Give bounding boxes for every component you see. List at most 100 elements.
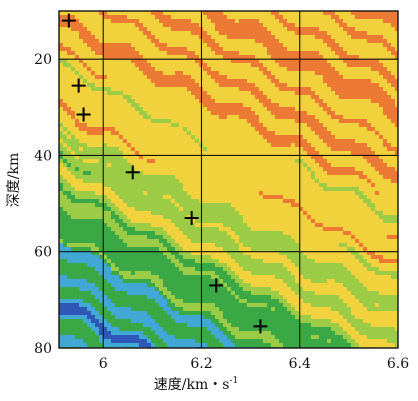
heatmap-cell: [175, 51, 180, 56]
heatmap-cell: [395, 111, 398, 116]
heatmap-cell: [303, 63, 308, 68]
heatmap-cell: [191, 59, 196, 64]
heatmap-cell: [359, 139, 364, 144]
heatmap-cell: [367, 135, 372, 140]
heatmap-cell: [383, 159, 388, 164]
heatmap-cell: [119, 99, 124, 104]
heatmap-cell: [59, 195, 64, 200]
heatmap-cell: [183, 235, 188, 240]
heatmap-cell: [271, 31, 276, 36]
heatmap-cell: [319, 199, 324, 204]
heatmap-cell: [279, 59, 284, 64]
heatmap-cell: [223, 31, 228, 36]
heatmap-cell: [139, 155, 144, 160]
heatmap-cell: [303, 163, 308, 168]
heatmap-cell: [339, 139, 344, 144]
heatmap-cell: [223, 163, 228, 168]
heatmap-cell: [75, 35, 80, 40]
heatmap-cell: [67, 95, 72, 100]
heatmap-cell: [287, 83, 292, 88]
heatmap-cell: [351, 227, 356, 232]
heatmap-cell: [267, 135, 272, 140]
heatmap-cell: [131, 203, 136, 208]
heatmap-cell: [71, 55, 76, 60]
heatmap-cell: [203, 39, 208, 44]
heatmap-cell: [243, 171, 248, 176]
heatmap-cell: [379, 87, 384, 92]
heatmap-cell: [391, 147, 396, 152]
heatmap-cell: [159, 119, 164, 124]
heatmap-cell: [363, 107, 368, 112]
heatmap-cell: [87, 159, 92, 164]
heatmap-cell: [99, 119, 104, 124]
heatmap-cell: [303, 155, 308, 160]
heatmap-cell: [207, 75, 212, 80]
heatmap-cell: [207, 47, 212, 52]
heatmap-cell: [283, 43, 288, 48]
heatmap-cell: [247, 159, 252, 164]
heatmap-cell: [175, 119, 180, 124]
heatmap-cell: [275, 47, 280, 52]
heatmap-cell: [271, 103, 276, 108]
heatmap-cell: [251, 223, 256, 228]
heatmap-cell: [99, 43, 104, 48]
heatmap-cell: [331, 107, 336, 112]
heatmap-cell: [131, 55, 136, 60]
heatmap-cell: [235, 231, 240, 236]
heatmap-cell: [355, 163, 360, 168]
heatmap-cell: [319, 111, 324, 116]
heatmap-cell: [83, 183, 88, 188]
heatmap-cell: [351, 127, 356, 132]
heatmap-cell: [195, 207, 200, 212]
heatmap-cell: [315, 179, 320, 184]
heatmap-cell: [175, 191, 180, 196]
heatmap-cell: [139, 139, 144, 144]
heatmap-cell: [331, 231, 336, 236]
heatmap-cell: [379, 223, 384, 228]
heatmap-cell: [155, 163, 160, 168]
heatmap-cell: [91, 71, 96, 76]
heatmap-cell: [227, 23, 232, 28]
heatmap-cell: [327, 187, 332, 192]
heatmap-cell: [291, 211, 296, 216]
heatmap-cell: [155, 135, 160, 140]
heatmap-cell: [111, 39, 116, 44]
heatmap-cell: [315, 111, 320, 116]
heatmap-cell: [379, 39, 384, 44]
heatmap-cell: [191, 243, 196, 248]
heatmap-cell: [327, 239, 332, 244]
heatmap-cell: [255, 143, 260, 148]
heatmap-cell: [275, 107, 280, 112]
heatmap-cell: [383, 31, 388, 36]
heatmap-cell: [259, 131, 264, 136]
heatmap-cell: [367, 167, 372, 172]
heatmap-cell: [391, 179, 396, 184]
heatmap-cell: [163, 23, 168, 28]
heatmap-cell: [207, 43, 212, 48]
heatmap-cell: [299, 75, 304, 80]
heatmap-cell: [223, 51, 228, 56]
heatmap-cell: [187, 55, 192, 60]
heatmap-cell: [287, 35, 292, 40]
heatmap-cell: [123, 143, 128, 148]
heatmap-cell: [147, 155, 152, 160]
heatmap-cell: [283, 91, 288, 96]
heatmap-cell: [187, 239, 192, 244]
heatmap-cell: [395, 11, 398, 16]
heatmap-cell: [219, 19, 224, 24]
heatmap-cell: [63, 239, 68, 244]
heatmap-cell: [167, 227, 172, 232]
heatmap-cell: [259, 171, 264, 176]
heatmap-cell: [363, 179, 368, 184]
heatmap-cell: [247, 39, 252, 44]
heatmap-cell: [203, 171, 208, 176]
heatmap-cell: [351, 195, 356, 200]
heatmap-cell: [175, 91, 180, 96]
heatmap-cell: [395, 191, 398, 196]
heatmap-cell: [223, 79, 228, 84]
heatmap-cell: [175, 123, 180, 128]
heatmap-cell: [327, 43, 332, 48]
heatmap-cell: [311, 115, 316, 120]
heatmap-cell: [215, 15, 220, 20]
heatmap-cell: [283, 95, 288, 100]
